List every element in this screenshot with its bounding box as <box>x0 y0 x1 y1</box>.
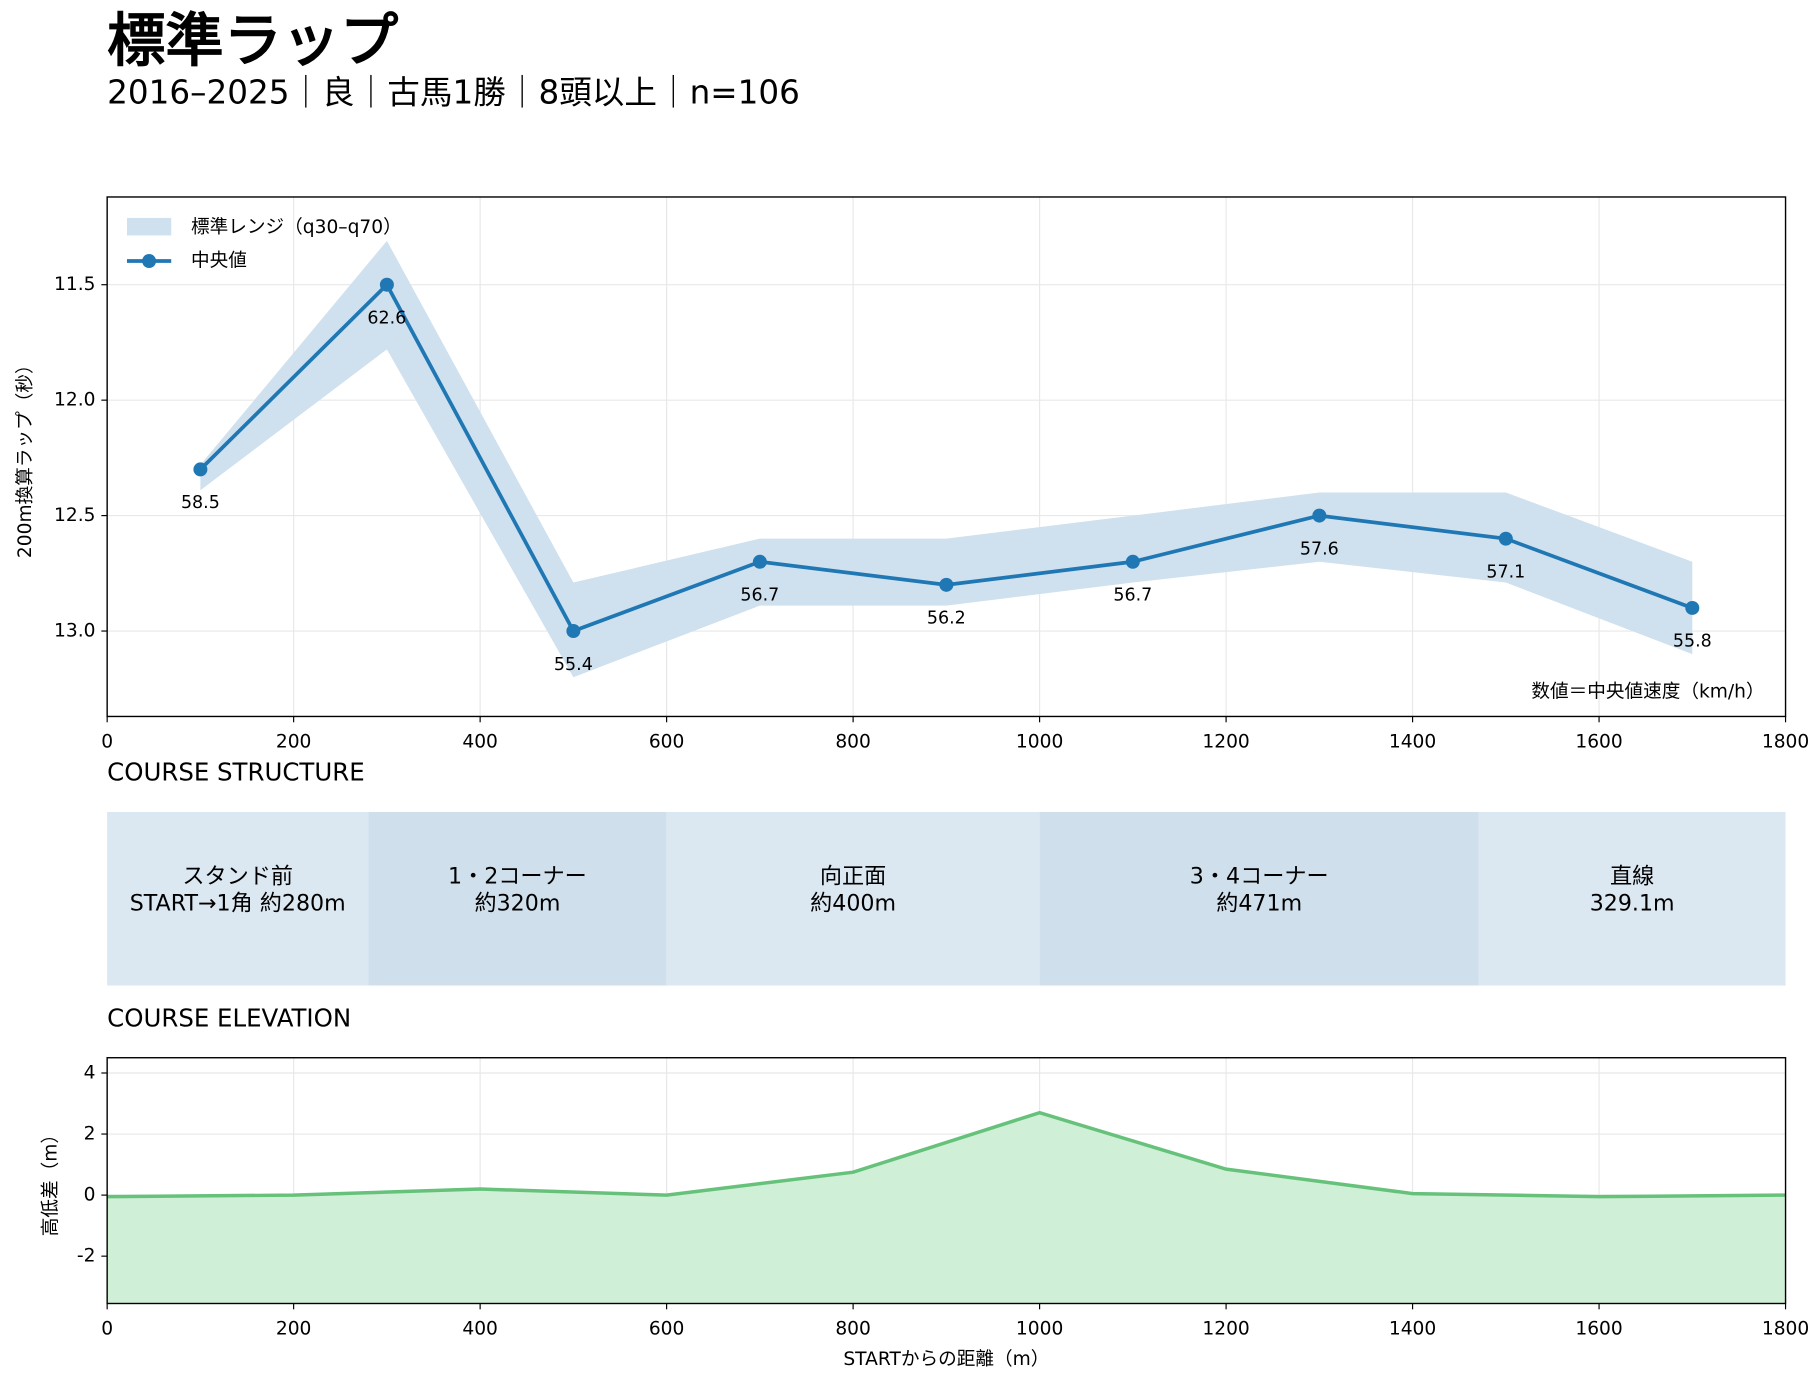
segment-detail: 約471m <box>1216 890 1302 916</box>
segment-name: 直線 <box>1610 864 1654 890</box>
y-axis-label: 高低差（m） <box>41 1125 62 1236</box>
page-title: 標準ラップ <box>107 7 399 75</box>
y-tick-label: 0 <box>84 1185 96 1206</box>
section-title: COURSE STRUCTURE <box>107 758 365 787</box>
x-axis-label: STARTからの距離（m） <box>843 1349 1049 1370</box>
median-point <box>1312 508 1327 523</box>
x-tick-label: 1400 <box>1389 1319 1436 1340</box>
legend-marker <box>142 254 157 269</box>
x-tick-label: 800 <box>835 732 871 753</box>
y-tick-label: 2 <box>84 1124 96 1145</box>
median-point <box>1685 600 1700 615</box>
x-tick-label: 1800 <box>1762 1319 1809 1340</box>
speed-label: 62.6 <box>367 308 406 328</box>
x-tick-label: 1800 <box>1762 732 1809 753</box>
speed-label: 56.7 <box>740 586 779 606</box>
course-segment <box>1478 811 1786 986</box>
median-point <box>752 554 767 569</box>
y-tick-label: 12.5 <box>54 505 95 526</box>
segment-name: 1・2コーナー <box>448 864 587 890</box>
speed-label: 55.8 <box>1673 632 1712 652</box>
x-tick-label: 1600 <box>1575 732 1622 753</box>
y-axis-label: 200m換算ラップ（秒） <box>15 355 36 558</box>
course-segment <box>1039 811 1479 986</box>
segment-detail: 約400m <box>810 890 896 916</box>
x-tick-label: 200 <box>276 1319 312 1340</box>
x-tick-label: 1200 <box>1202 1319 1249 1340</box>
x-tick-label: 200 <box>276 732 312 753</box>
median-point <box>379 277 394 292</box>
x-tick-label: 600 <box>649 732 685 753</box>
course-segment <box>368 811 667 986</box>
x-tick-label: 1600 <box>1575 1319 1622 1340</box>
speed-label: 57.6 <box>1300 539 1339 559</box>
x-tick-label: 400 <box>462 1319 498 1340</box>
x-tick-label: 400 <box>462 732 498 753</box>
annotation: 数値＝中央値速度（km/h） <box>1531 682 1764 703</box>
y-tick-label: -2 <box>77 1246 96 1267</box>
y-tick-label: 4 <box>84 1062 96 1083</box>
legend-label: 中央値 <box>191 251 247 272</box>
segment-name: 3・4コーナー <box>1190 864 1329 890</box>
y-tick-label: 12.0 <box>54 390 95 411</box>
x-tick-label: 0 <box>101 1319 113 1340</box>
speed-label: 58.5 <box>181 493 220 513</box>
speed-label: 56.2 <box>927 609 966 629</box>
segment-detail: 約320m <box>474 890 560 916</box>
x-tick-label: 1000 <box>1016 732 1063 753</box>
segment-name: スタンド前 <box>182 864 293 890</box>
median-point <box>1498 531 1513 546</box>
legend-label: 標準レンジ（q30–q70） <box>191 217 402 238</box>
elevation-fill <box>107 1112 1786 1304</box>
speed-label: 55.4 <box>554 655 593 675</box>
page-subtitle: 2016–2025｜良｜古馬1勝｜8頭以上｜n=106 <box>107 73 800 111</box>
segment-detail: 329.1m <box>1590 890 1675 916</box>
plot-frame <box>106 1057 1787 1305</box>
x-tick-label: 800 <box>835 1319 871 1340</box>
x-tick-label: 1000 <box>1016 1319 1063 1340</box>
section-title: COURSE ELEVATION <box>107 1003 351 1032</box>
plot-frame <box>106 196 1787 718</box>
segment-detail: START→1角 約280m <box>130 890 346 916</box>
speed-label: 57.1 <box>1486 562 1525 582</box>
elevation-line <box>107 1110 1786 1199</box>
median-point <box>566 624 581 639</box>
median-point <box>939 577 954 592</box>
course-segment <box>666 811 1040 986</box>
median-point <box>1125 554 1140 569</box>
segment-name: 向正面 <box>820 864 886 890</box>
x-tick-label: 600 <box>649 1319 685 1340</box>
legend-swatch <box>126 217 172 236</box>
course-segment <box>107 811 369 986</box>
median-point <box>193 462 208 477</box>
x-tick-label: 0 <box>101 732 113 753</box>
y-tick-label: 11.5 <box>54 274 95 295</box>
y-tick-label: 13.0 <box>54 621 95 642</box>
x-tick-label: 1400 <box>1389 732 1436 753</box>
x-tick-label: 1200 <box>1202 732 1249 753</box>
speed-label: 56.7 <box>1113 586 1152 606</box>
